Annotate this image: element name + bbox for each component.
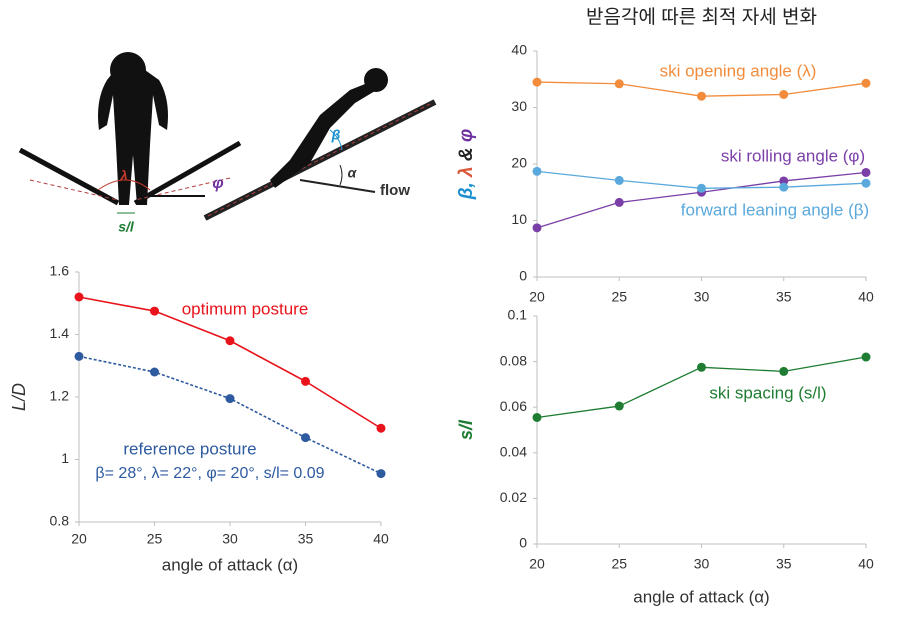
x-tick-label: 35 (298, 531, 314, 547)
x-tick-label: 20 (71, 531, 87, 547)
data-point (779, 182, 789, 192)
side-jumper-illustration (203, 68, 437, 221)
data-point (301, 433, 310, 443)
y-tick-label: 1.6 (50, 263, 70, 279)
x-tick-label: 40 (858, 289, 874, 305)
y-axis-label: L/D (9, 383, 29, 411)
y-tick-label: 0 (519, 268, 527, 284)
y-tick-label: 1.2 (50, 388, 70, 404)
data-point (225, 336, 235, 346)
x-tick-label: 25 (611, 289, 627, 305)
data-point (779, 366, 789, 376)
series-label: reference posture (123, 439, 256, 458)
data-point (614, 175, 624, 185)
y-tick-label: 0.08 (500, 352, 527, 368)
data-point (861, 178, 871, 188)
annotation: β= 28°, λ= 22°, φ= 20°, s/l= 0.09 (95, 465, 324, 482)
x-tick-label: 25 (147, 531, 163, 547)
data-point (150, 306, 159, 316)
series-label: forward leaning angle (β) (681, 200, 869, 219)
y-axis-label: β, λ & φ (456, 129, 477, 201)
lambda-label: λ (119, 168, 128, 184)
data-point (301, 376, 310, 386)
beta-label: β (331, 127, 341, 143)
series-label: ski spacing (s/l) (709, 383, 826, 402)
data-point (225, 394, 235, 404)
data-point (697, 91, 706, 101)
data-point (697, 362, 706, 372)
y-axis-label-part: & (456, 142, 477, 166)
flow-label: flow (380, 182, 410, 199)
y-tick-label: 0.1 (508, 307, 528, 323)
y-tick-label: 0.02 (500, 489, 527, 505)
alpha-label: α (348, 165, 358, 181)
y-tick-label: 10 (511, 211, 527, 227)
data-point (861, 352, 871, 362)
data-point (150, 367, 159, 377)
data-point (861, 78, 871, 88)
chart-title: 받음각에 따른 최적 자세 변화 (586, 6, 817, 28)
data-point (532, 166, 542, 176)
data-point (614, 79, 624, 89)
data-point (779, 90, 789, 100)
y-tick-label: 40 (511, 42, 527, 58)
series-label: ski rolling angle (φ) (721, 146, 865, 165)
data-point (74, 351, 84, 361)
y-axis-label-part: β (456, 187, 477, 200)
x-tick-label: 40 (858, 556, 874, 572)
y-axis-label-part: φ (456, 129, 477, 142)
x-axis-label: angle of attack (α) (633, 587, 769, 606)
x-axis-label: angle of attack (α) (162, 555, 298, 574)
data-point (532, 223, 542, 233)
front-jumper-illustration (18, 52, 242, 214)
y-tick-label: 20 (511, 155, 527, 171)
data-point (532, 412, 542, 422)
data-point (74, 292, 84, 302)
data-point (861, 167, 871, 177)
y-axis-label-part: λ (456, 166, 477, 178)
y-tick-label: 0.8 (50, 513, 70, 529)
spacing-label: s/l (118, 219, 135, 235)
data-point (376, 423, 386, 433)
y-tick-label: 0 (519, 535, 527, 551)
x-tick-label: 40 (373, 531, 389, 547)
x-tick-label: 35 (776, 556, 792, 572)
x-tick-label: 35 (776, 289, 792, 305)
x-tick-label: 30 (694, 556, 710, 572)
y-axis-label-part: , (456, 177, 477, 189)
data-point (614, 401, 624, 411)
y-tick-label: 0.04 (500, 444, 527, 460)
y-tick-label: 1 (61, 450, 69, 466)
x-tick-label: 20 (529, 289, 545, 305)
data-point (532, 77, 542, 87)
x-tick-label: 25 (611, 556, 627, 572)
series-label: ski opening angle (λ) (660, 61, 817, 80)
x-tick-label: 30 (694, 289, 710, 305)
data-point (614, 197, 624, 207)
y-axis-label: s/l (456, 419, 476, 440)
series-label: optimum posture (182, 299, 309, 318)
data-point (779, 176, 789, 186)
y-tick-label: 1.4 (50, 325, 70, 341)
x-tick-label: 20 (529, 556, 545, 572)
data-point (376, 469, 386, 479)
x-tick-label: 30 (222, 531, 238, 547)
y-tick-label: 0.06 (500, 398, 527, 414)
y-tick-label: 30 (511, 98, 527, 114)
data-point (697, 183, 706, 193)
phi-label: φ (212, 175, 223, 192)
